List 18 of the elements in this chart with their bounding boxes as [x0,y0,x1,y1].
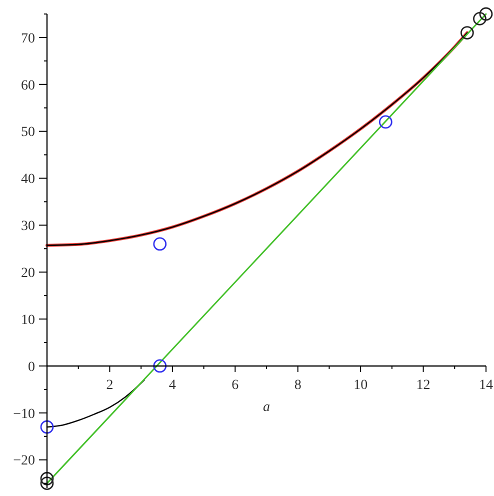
y-tick-label: −20 [13,454,35,469]
y-tick-label: 60 [21,78,35,94]
y-tick-label: 40 [21,172,35,188]
y-tick-label: 10 [21,312,35,328]
x-tick-label: 14 [479,378,493,393]
x-tick-label: 10 [354,378,368,393]
y-tick-label: 30 [21,219,35,234]
x-tick-label: 2 [106,378,114,393]
x-tick-label: 4 [168,378,176,393]
y-tick-label: 50 [21,125,35,140]
y-tick-label: 20 [21,266,35,282]
y-tick-label: −10 [13,406,35,422]
x-tick-label: 6 [232,378,239,393]
x-tick-label: 8 [294,378,302,393]
x-tick-label: 12 [416,378,430,393]
y-tick-label: 70 [21,31,35,46]
x-axis-title: a [263,400,270,415]
y-tick-label: 0 [28,360,35,375]
